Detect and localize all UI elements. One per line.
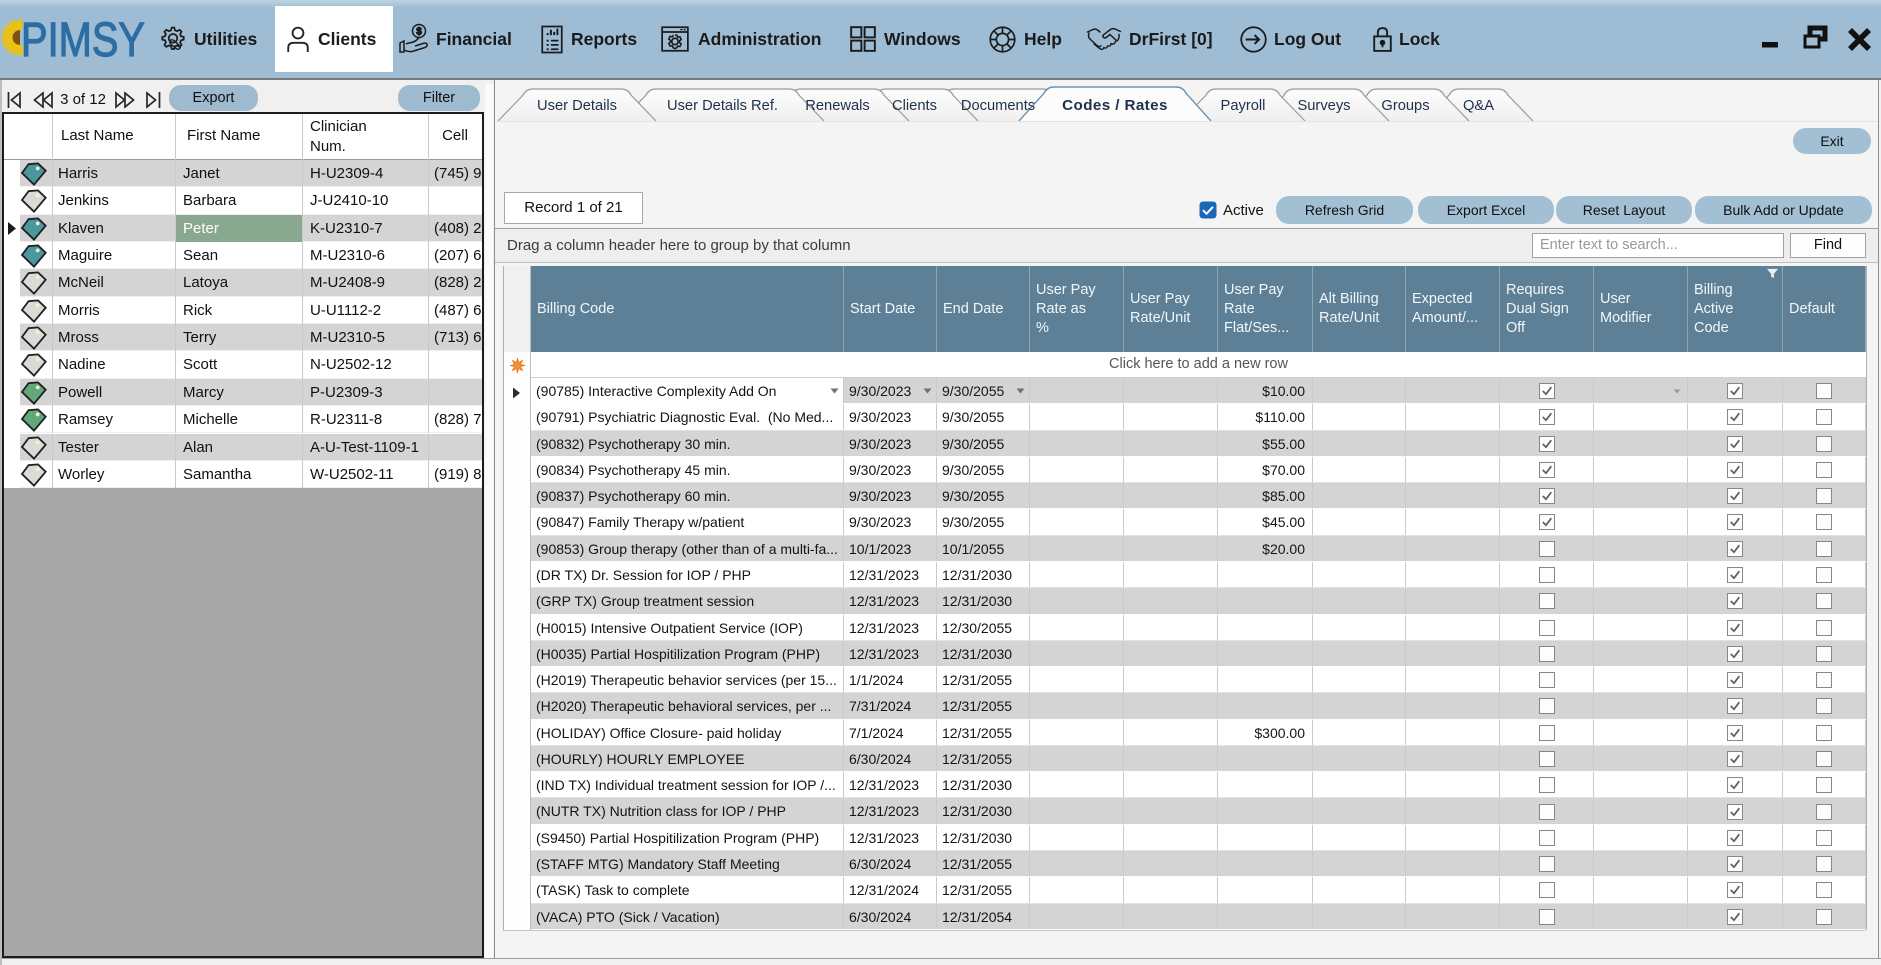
svg-text:Codes / Rates: Codes / Rates	[1062, 97, 1168, 114]
svg-text:User Details: User Details	[537, 98, 617, 114]
svg-text:$: $	[416, 27, 422, 38]
svg-text:Clients: Clients	[892, 98, 937, 114]
svg-text:Q&A: Q&A	[1463, 98, 1494, 114]
svg-text:PIMSY: PIMSY	[21, 13, 145, 67]
svg-text:Groups: Groups	[1381, 98, 1429, 114]
svg-text:Surveys: Surveys	[1297, 98, 1350, 114]
svg-text:Renewals: Renewals	[805, 98, 870, 114]
svg-text:Documents: Documents	[961, 98, 1035, 114]
svg-text:Payroll: Payroll	[1221, 98, 1266, 114]
svg-text:User Details Ref.: User Details Ref.	[667, 98, 778, 114]
